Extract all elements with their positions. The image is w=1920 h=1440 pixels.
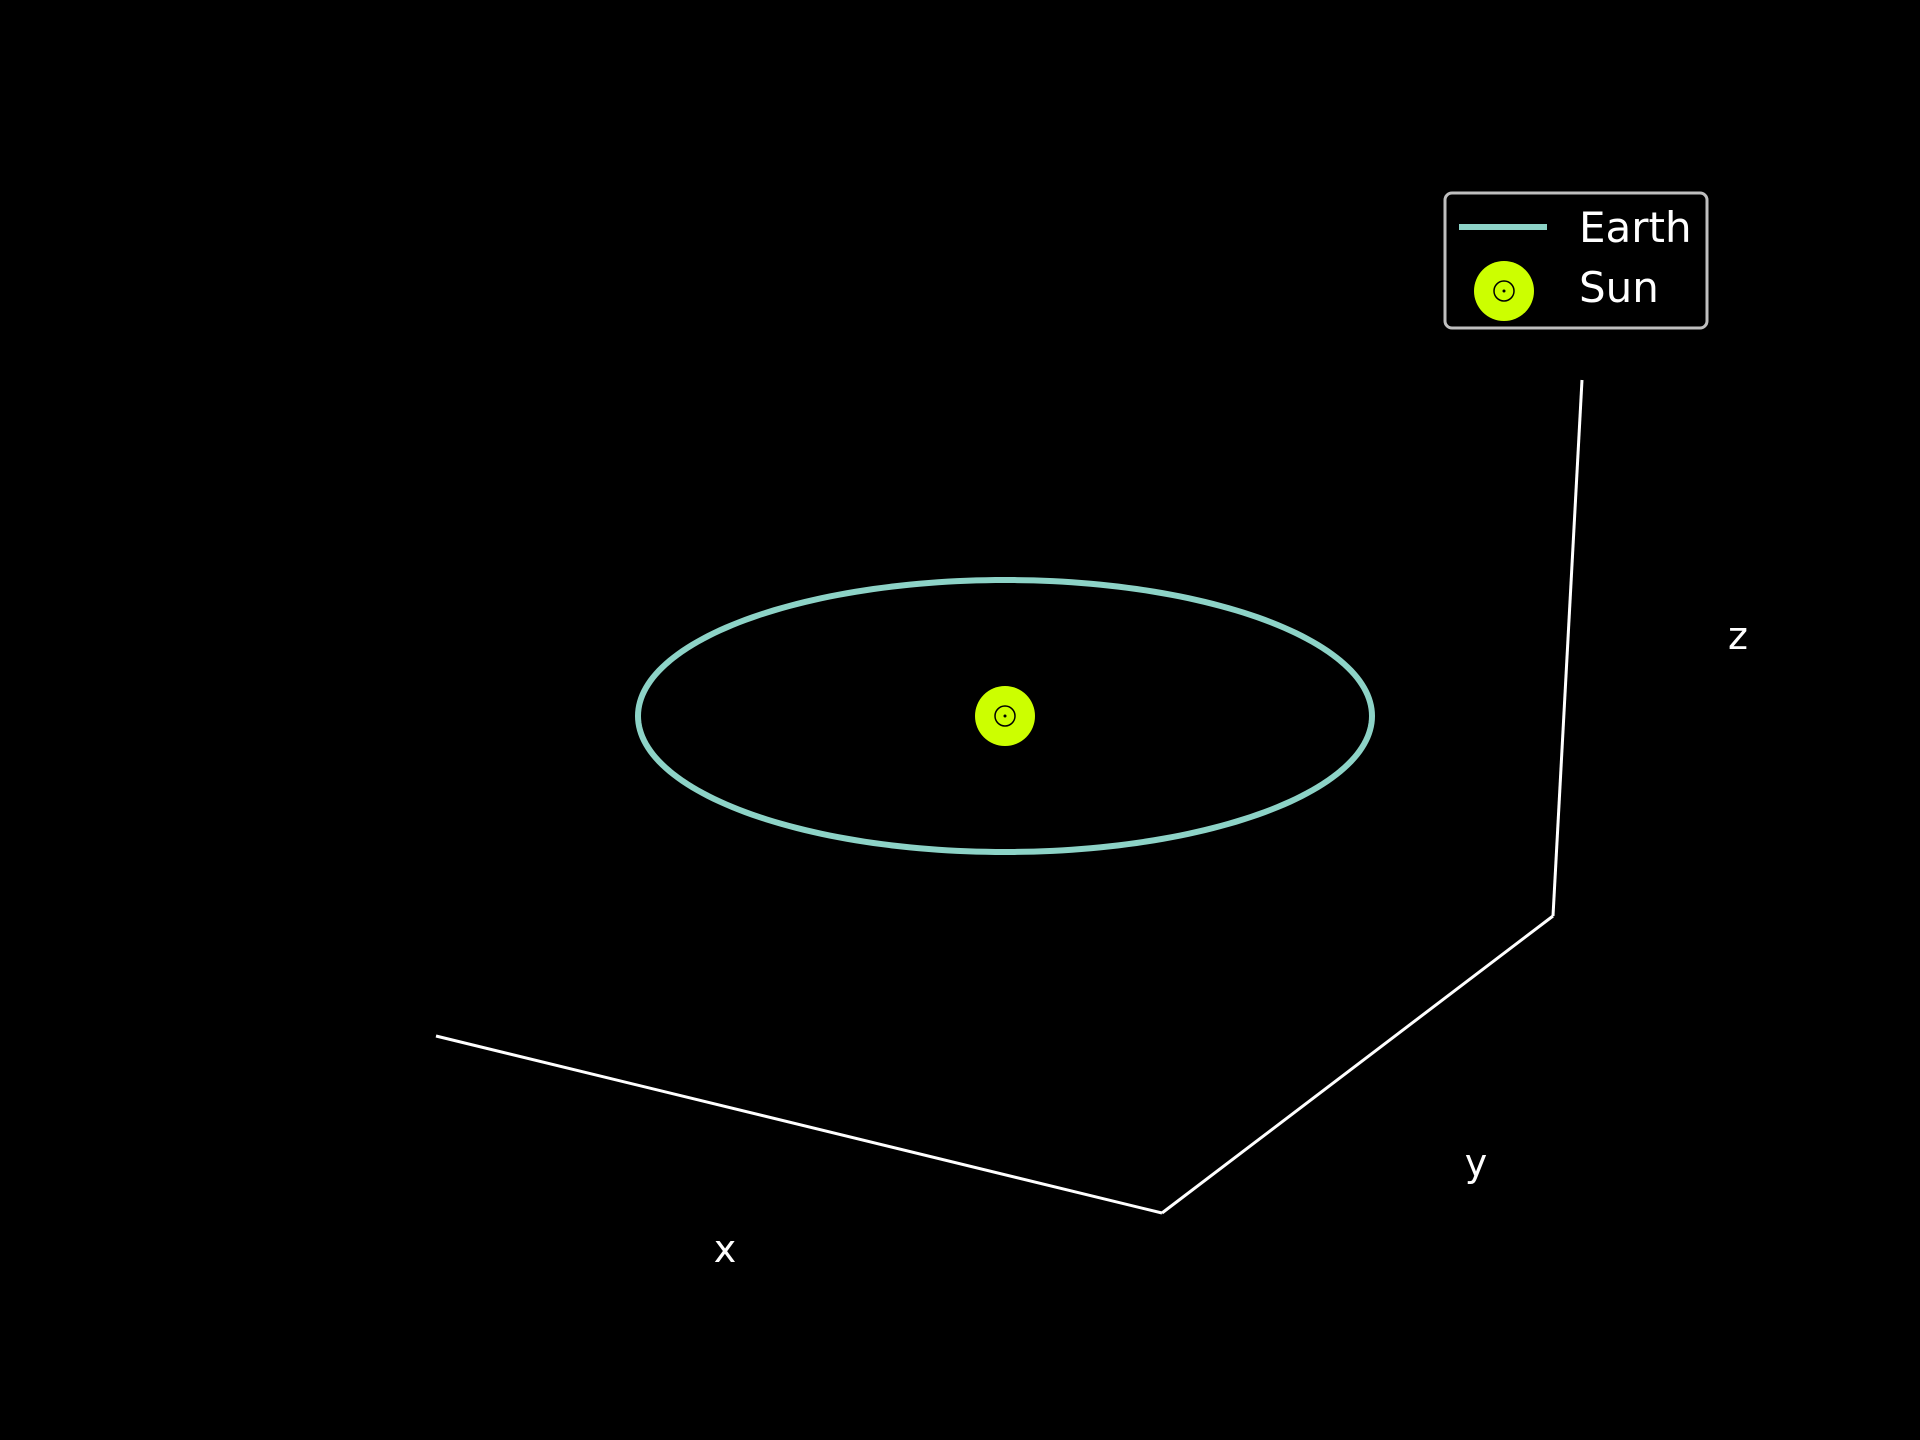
- sun-marker: [975, 686, 1035, 746]
- z-axis-line: [1551, 379, 1584, 917]
- x-axis-label: x: [714, 1227, 737, 1271]
- axes-group: x y z: [435, 379, 1748, 1271]
- sun-marker-center: [1003, 714, 1007, 718]
- legend: Earth Sun: [1443, 191, 1709, 330]
- z-axis-label: z: [1728, 614, 1748, 658]
- y-axis-line: [1161, 914, 1554, 1215]
- legend-sun-label: Sun: [1579, 263, 1659, 312]
- legend-earth-label: Earth: [1579, 203, 1692, 252]
- x-axis-line: [435, 1034, 1163, 1215]
- legend-sun-swatch-dot: [1502, 289, 1506, 293]
- series-layer: [634, 576, 1376, 856]
- y-axis-label: y: [1465, 1141, 1488, 1185]
- legend-sun-swatch-ring: [1493, 280, 1515, 302]
- sun-marker-ring: [994, 705, 1016, 727]
- earth-orbit-line: [634, 576, 1376, 856]
